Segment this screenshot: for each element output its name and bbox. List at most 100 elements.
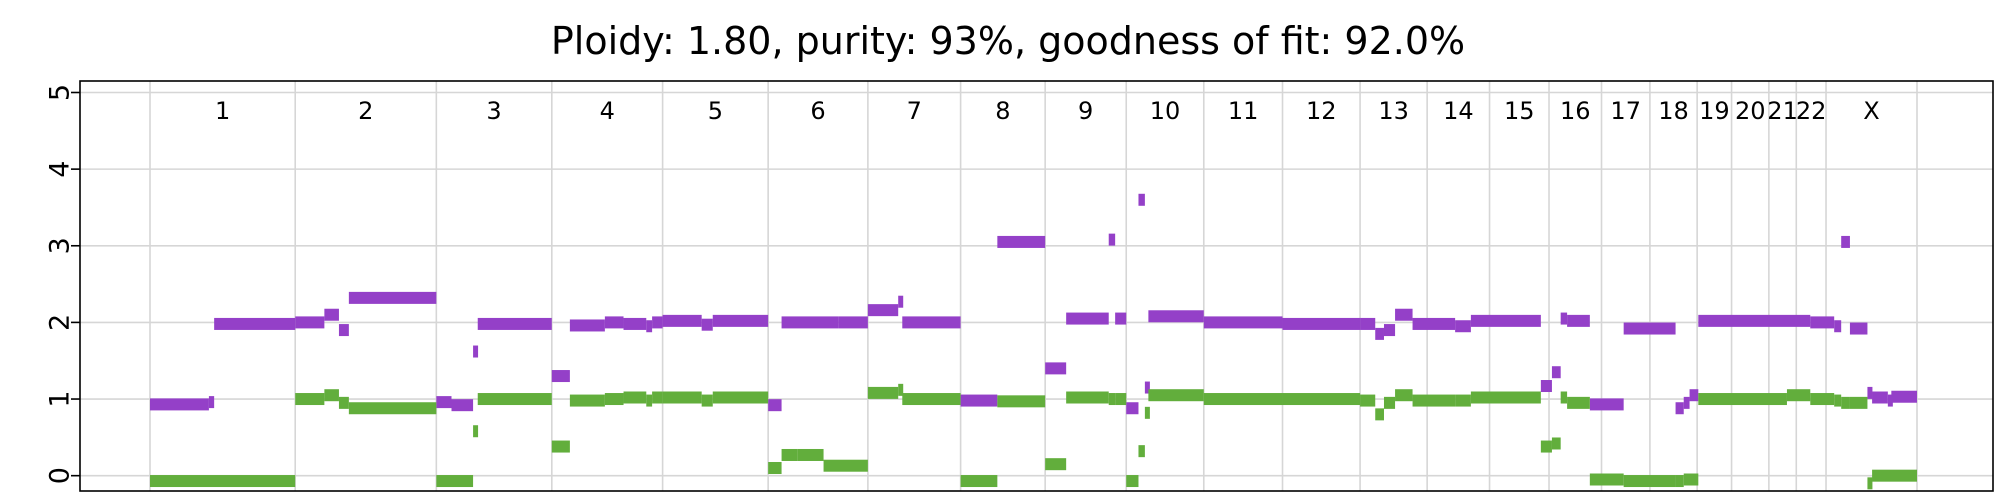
major-allele-segment: [1540, 380, 1552, 393]
minor-allele-segment: [1834, 394, 1842, 407]
major-allele-segment: [768, 399, 782, 412]
chromosome-label: 21: [1767, 97, 1798, 125]
major-allele-segment: [838, 316, 868, 329]
minor-allele-segment: [1203, 393, 1283, 406]
minor-allele-segment: [781, 448, 798, 461]
chromosome-label: 12: [1306, 97, 1337, 125]
major-allele-segment: [1203, 316, 1283, 329]
minor-allele-segment: [338, 396, 349, 409]
minor-allele-segment: [473, 425, 479, 438]
major-allele-segment: [1126, 402, 1139, 415]
major-allele-segment: [1567, 314, 1590, 327]
major-allele-segment: [1148, 310, 1204, 323]
major-allele-segment: [295, 316, 325, 329]
chromosome-label: 14: [1443, 97, 1474, 125]
major-allele-segment: [1675, 402, 1684, 415]
major-allele-segment: [1891, 390, 1917, 403]
y-tick-label: 2: [45, 314, 76, 331]
major-allele-segment: [1683, 396, 1690, 409]
y-tick-label: 0: [45, 467, 76, 484]
major-allele-segment: [662, 314, 702, 327]
minor-allele-segment: [1412, 394, 1456, 407]
minor-allele-segment: [1675, 475, 1684, 488]
y-tick-label: 3: [45, 237, 76, 254]
y-tick-label: 1: [45, 390, 76, 407]
y-tick-label: 5: [45, 84, 76, 101]
chromosome-label: 17: [1610, 97, 1641, 125]
minor-allele-segment: [1841, 396, 1850, 409]
major-allele-segment: [646, 320, 653, 333]
minor-allele-segment: [646, 394, 653, 407]
chromosome-label: 15: [1504, 97, 1535, 125]
minor-allele-segment: [1867, 477, 1873, 490]
major-allele-segment: [1698, 314, 1811, 327]
major-allele-segment: [324, 308, 339, 321]
major-allele-segment: [1689, 389, 1699, 402]
major-allele-segment: [1455, 320, 1471, 333]
major-allele-segment: [1589, 398, 1624, 411]
minor-allele-segment: [150, 475, 296, 488]
minor-allele-segment: [1872, 469, 1917, 482]
minor-allele-segment: [1360, 394, 1376, 407]
minor-allele-segment: [867, 386, 899, 399]
major-allele-segment: [712, 314, 769, 327]
major-allele-segment: [551, 370, 570, 383]
chromosome-label: 3: [486, 97, 501, 125]
minor-allele-segment: [1567, 396, 1590, 409]
major-allele-segment: [1810, 316, 1835, 329]
major-allele-segment: [150, 398, 209, 411]
major-allele-segment: [1841, 235, 1850, 248]
minor-allele-segment: [1698, 393, 1787, 406]
major-allele-segment: [1560, 312, 1568, 325]
major-allele-segment: [1144, 381, 1150, 394]
minor-allele-segment: [1126, 475, 1139, 488]
minor-allele-segment: [551, 440, 570, 453]
major-allele-segment: [1108, 233, 1116, 246]
minor-allele-segment: [1560, 391, 1568, 404]
major-allele-segment: [451, 399, 474, 412]
minor-allele-segment: [623, 391, 647, 404]
minor-allele-segment: [1849, 396, 1868, 409]
chromosome-label: 19: [1699, 97, 1730, 125]
minor-allele-segment: [1540, 440, 1552, 453]
minor-allele-segment: [1045, 458, 1067, 471]
minor-allele-segment: [1066, 391, 1109, 404]
minor-allele-segment: [477, 393, 552, 406]
major-allele-segment: [1849, 322, 1868, 335]
chromosome-label: 2: [358, 97, 373, 125]
minor-allele-segment: [1383, 396, 1396, 409]
minor-allele-segment: [960, 475, 998, 488]
minor-allele-segment: [1108, 393, 1116, 406]
y-tick-label: 4: [45, 161, 76, 178]
minor-allele-segment: [902, 393, 961, 406]
major-allele-segment: [1623, 322, 1676, 335]
major-allele-segment: [604, 316, 624, 329]
major-allele-segment: [1383, 324, 1396, 337]
major-allele-segment: [1045, 362, 1067, 375]
major-allele-segment: [902, 316, 961, 329]
minor-allele-segment: [324, 389, 339, 402]
major-allele-segment: [960, 394, 998, 407]
major-allele-segment: [208, 396, 215, 409]
major-allele-segment: [652, 316, 663, 329]
minor-allele-segment: [797, 448, 824, 461]
minor-allele-segment: [1395, 389, 1413, 402]
chromosome-label: 20: [1735, 97, 1766, 125]
minor-allele-segment: [712, 391, 769, 404]
minor-allele-segment: [1138, 445, 1145, 458]
major-allele-segment: [1115, 312, 1127, 325]
major-allele-segment: [348, 291, 437, 304]
chromosome-label: 5: [708, 97, 723, 125]
minor-allele-segment: [436, 475, 474, 488]
major-allele-segment: [867, 304, 899, 317]
minor-allele-segment: [1148, 389, 1204, 402]
major-allele-segment: [1470, 314, 1541, 327]
chromosome-label: X: [1863, 97, 1879, 125]
chromosome-label: 4: [600, 97, 615, 125]
major-allele-segment: [338, 324, 349, 337]
major-allele-segment: [436, 396, 452, 409]
minor-allele-segment: [701, 394, 713, 407]
major-allele-segment: [1066, 312, 1109, 325]
